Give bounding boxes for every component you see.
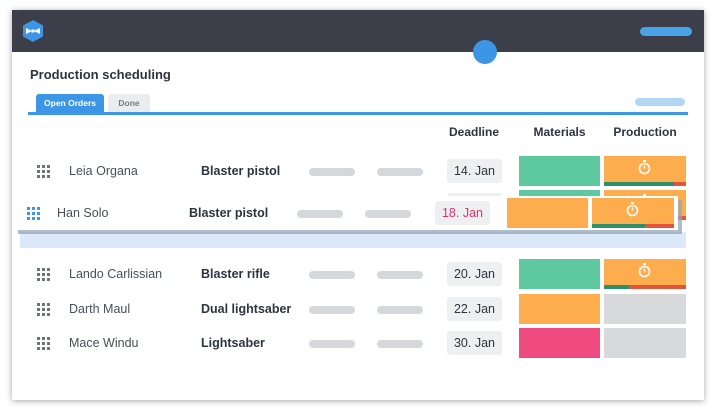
table-row[interactable]: Mace Windu Lightsaber 30. Jan bbox=[12, 328, 704, 360]
column-header-production: Production bbox=[613, 125, 677, 139]
top-bar bbox=[12, 10, 704, 52]
placeholder-pill bbox=[309, 306, 355, 314]
table-row[interactable]: Lando Carlissian Blaster rifle 20. Jan bbox=[12, 259, 704, 291]
production-status[interactable] bbox=[604, 259, 686, 289]
app-window: Production scheduling Open Orders Done D… bbox=[12, 10, 704, 400]
product-name: Blaster pistol bbox=[189, 206, 269, 220]
drag-handle-icon[interactable] bbox=[37, 165, 51, 179]
drop-placeholder bbox=[20, 232, 686, 248]
materials-status[interactable] bbox=[519, 294, 600, 324]
production-bar-track bbox=[604, 285, 686, 289]
tab-underline bbox=[28, 112, 688, 115]
customer-name: Leia Organa bbox=[69, 164, 138, 178]
materials-status[interactable] bbox=[507, 198, 588, 228]
deadline-badge[interactable]: 30. Jan bbox=[447, 331, 502, 355]
table-row[interactable]: Leia Organa Blaster pistol 14. Jan bbox=[12, 156, 704, 188]
customer-name: Darth Maul bbox=[69, 302, 131, 316]
stopwatch-icon bbox=[638, 263, 651, 278]
production-status[interactable] bbox=[604, 294, 686, 324]
product-name: Blaster rifle bbox=[201, 267, 270, 281]
placeholder-pill bbox=[377, 340, 423, 348]
customer-name: Lando Carlissian bbox=[69, 267, 163, 281]
drag-handle-icon[interactable] bbox=[37, 268, 51, 282]
customer-name: Han Solo bbox=[57, 206, 109, 220]
production-status[interactable] bbox=[604, 156, 686, 186]
materials-status[interactable] bbox=[519, 328, 600, 358]
production-progress-bar bbox=[604, 182, 674, 186]
deadline-badge[interactable]: 18. Jan bbox=[435, 201, 490, 225]
production-status[interactable] bbox=[604, 328, 686, 358]
column-header-materials: Materials bbox=[533, 125, 586, 139]
placeholder-pill bbox=[365, 210, 411, 218]
customer-name: Mace Windu bbox=[69, 336, 139, 350]
drag-handle-icon[interactable] bbox=[37, 337, 51, 351]
placeholder-pill bbox=[377, 168, 423, 176]
stopwatch-icon bbox=[626, 202, 639, 217]
deadline-badge[interactable]: 22. Jan bbox=[447, 297, 502, 321]
placeholder-pill bbox=[377, 271, 423, 279]
drag-handle-icon[interactable] bbox=[27, 207, 41, 221]
placeholder-pill bbox=[309, 271, 355, 279]
deadline-badge[interactable]: 14. Jan bbox=[447, 159, 502, 183]
bowtie-hexagon-icon[interactable] bbox=[21, 19, 45, 43]
placeholder-pill bbox=[297, 210, 343, 218]
production-progress-bar bbox=[592, 224, 646, 228]
materials-status[interactable] bbox=[519, 259, 600, 289]
column-header-deadline: Deadline bbox=[448, 125, 499, 139]
dragged-table-row[interactable]: Han Solo Blaster pistol 18. Jan bbox=[14, 196, 678, 230]
notification-dot[interactable] bbox=[473, 40, 497, 64]
product-name: Blaster pistol bbox=[201, 164, 281, 178]
drag-handle-icon[interactable] bbox=[37, 303, 51, 317]
production-progress-bar bbox=[604, 285, 629, 289]
materials-status[interactable] bbox=[519, 156, 600, 186]
placeholder-pill bbox=[309, 340, 355, 348]
placeholder-pill bbox=[377, 306, 423, 314]
user-menu-pill[interactable] bbox=[640, 27, 692, 36]
table-row[interactable]: Darth Maul Dual lightsaber 22. Jan bbox=[12, 294, 704, 326]
stopwatch-icon bbox=[638, 160, 651, 175]
tab-open-orders[interactable]: Open Orders bbox=[36, 94, 104, 113]
production-status[interactable] bbox=[592, 198, 674, 228]
product-name: Dual lightsaber bbox=[201, 302, 292, 316]
page-title: Production scheduling bbox=[30, 67, 171, 82]
deadline-badge[interactable]: 20. Jan bbox=[447, 262, 502, 286]
placeholder-pill bbox=[309, 168, 355, 176]
product-name: Lightsaber bbox=[201, 336, 265, 350]
tab-done[interactable]: Done bbox=[108, 94, 150, 113]
filter-pill[interactable] bbox=[635, 98, 685, 106]
